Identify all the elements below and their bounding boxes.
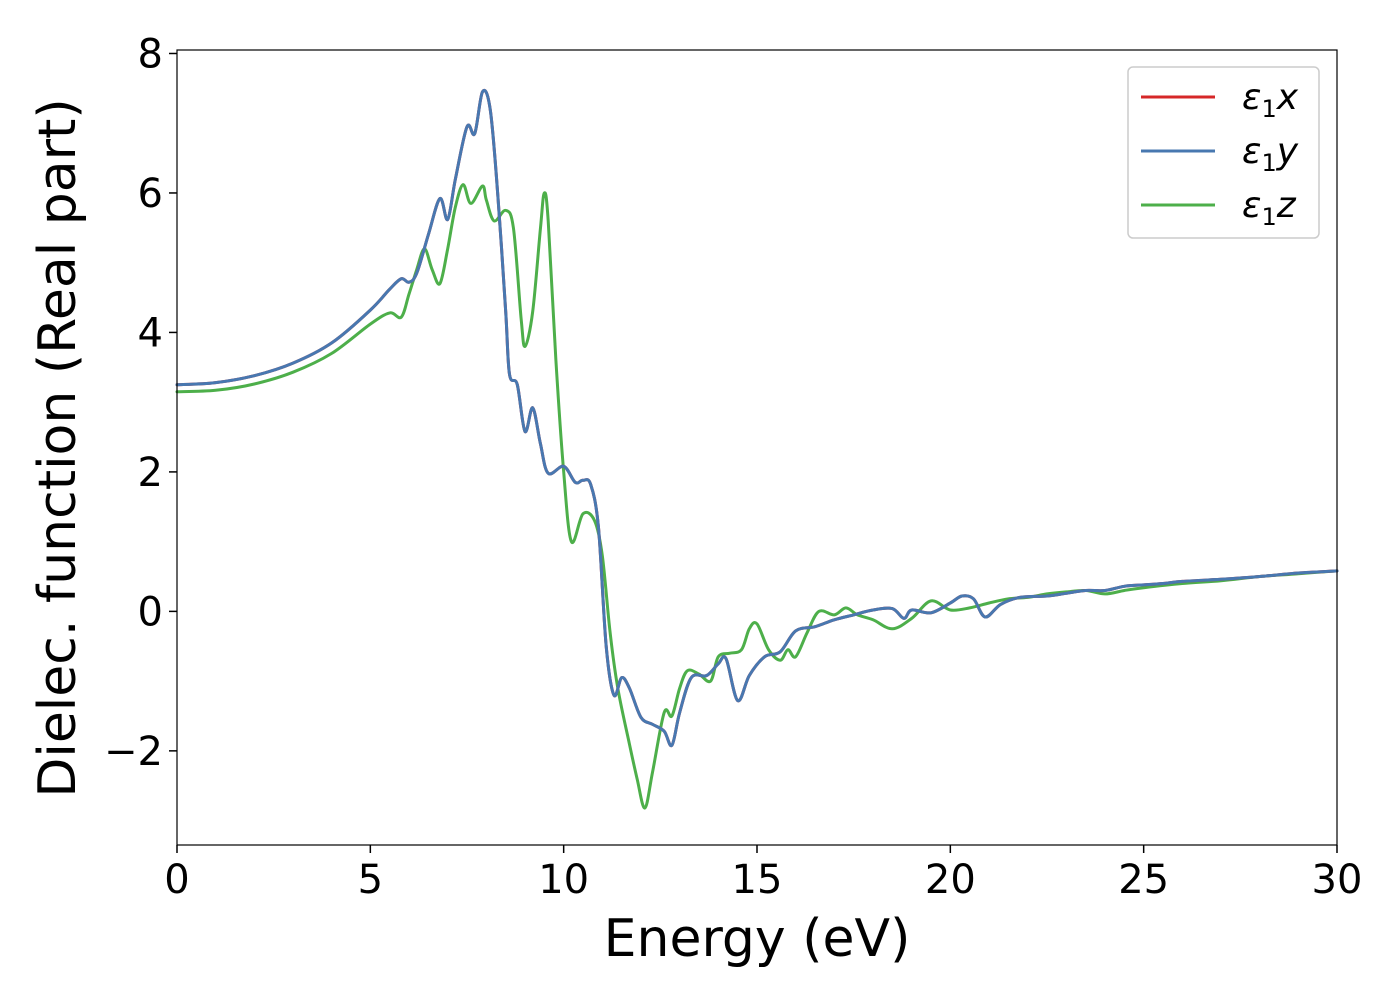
y-tick-label: −2: [104, 729, 163, 775]
legend-label-y: ε1y: [1242, 131, 1299, 177]
y-axis-ticks: −2 0 2 4 6 8: [104, 31, 177, 775]
series-line-z: [175, 183, 1339, 810]
legend: ε1x ε1y ε1z: [1127, 66, 1320, 239]
series-layer: [175, 88, 1339, 810]
legend-label-x: ε1x: [1242, 77, 1299, 123]
x-axis-ticks: 0 5 10 15 20 25 30: [164, 845, 1362, 903]
y-tick-label: 0: [138, 589, 163, 635]
legend-entry-y: ε1y: [1141, 131, 1299, 177]
legend-box: [1127, 66, 1320, 239]
y-tick-label: 4: [138, 310, 163, 356]
y-tick-label: 2: [138, 450, 163, 496]
x-tick-label: 0: [164, 857, 189, 903]
series-line-y: [175, 88, 1339, 748]
legend-entry-z: ε1z: [1141, 185, 1297, 231]
x-tick-label: 5: [358, 857, 383, 903]
x-tick-label: 30: [1312, 857, 1363, 903]
legend-entry-x: ε1x: [1141, 77, 1299, 123]
x-tick-label: 25: [1118, 857, 1169, 903]
y-tick-label: 6: [138, 171, 163, 217]
x-tick-label: 15: [732, 857, 783, 903]
y-axis-label: Dielec. function (Real part): [28, 98, 88, 797]
y-tick-label: 8: [138, 31, 163, 77]
x-axis-label: Energy (eV): [604, 909, 911, 969]
legend-label-z: ε1z: [1242, 185, 1297, 231]
x-tick-label: 10: [538, 857, 589, 903]
x-tick-label: 20: [925, 857, 976, 903]
